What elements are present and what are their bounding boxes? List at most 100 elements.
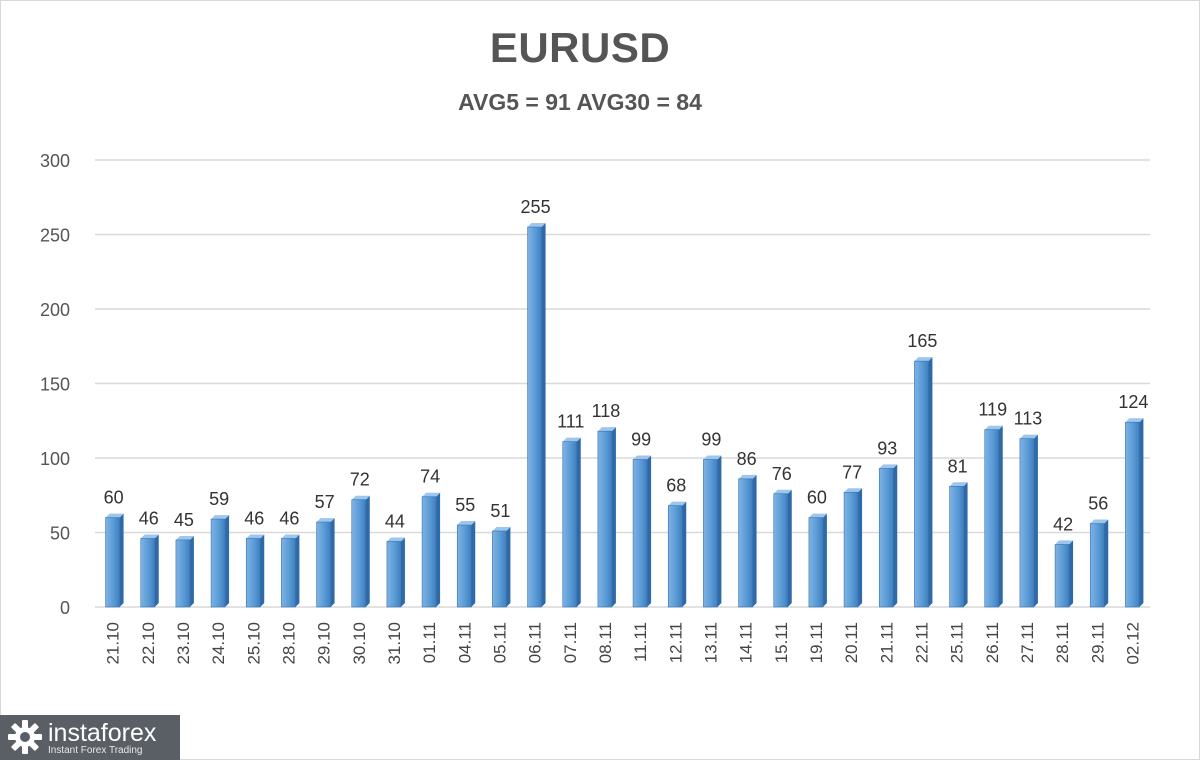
bar bbox=[281, 534, 300, 608]
bar-top bbox=[527, 223, 546, 228]
data-label: 118 bbox=[592, 401, 621, 421]
y-tick-label: 50 bbox=[50, 524, 70, 544]
bar-top bbox=[457, 521, 476, 526]
data-label: 60 bbox=[807, 488, 827, 508]
bar-front bbox=[984, 429, 1000, 608]
y-tick-label: 250 bbox=[40, 226, 70, 246]
data-label: 44 bbox=[385, 511, 405, 531]
bar-top bbox=[175, 535, 194, 540]
bar-side bbox=[1033, 434, 1038, 607]
x-tick-label: 02.12 bbox=[1123, 622, 1142, 665]
bar-front bbox=[386, 541, 402, 608]
bar-top bbox=[1019, 434, 1038, 439]
x-tick-label: 06.11 bbox=[526, 622, 545, 663]
bar bbox=[456, 521, 476, 608]
bar-top bbox=[211, 515, 230, 520]
data-label: 165 bbox=[907, 331, 937, 351]
bar-side bbox=[752, 474, 757, 607]
bar-side bbox=[225, 515, 230, 607]
bar bbox=[773, 489, 792, 608]
bar-front bbox=[843, 491, 859, 608]
bar-front bbox=[667, 505, 683, 608]
x-tick-label: 11.11 bbox=[631, 622, 650, 662]
x-tick-label: 15.11 bbox=[772, 622, 791, 663]
x-tick-label: 04.11 bbox=[455, 622, 474, 663]
bar-side bbox=[1139, 418, 1144, 607]
bar bbox=[984, 425, 1003, 608]
bar-front bbox=[175, 539, 191, 608]
logo-brand: instaforex bbox=[48, 719, 157, 747]
bar-front bbox=[1054, 544, 1070, 608]
bar-side bbox=[717, 455, 722, 607]
data-label: 45 bbox=[174, 510, 194, 530]
y-tick-label: 100 bbox=[40, 449, 70, 469]
bar bbox=[140, 534, 159, 608]
bar-top bbox=[1090, 519, 1109, 524]
bar bbox=[914, 357, 933, 608]
bar-top bbox=[281, 534, 300, 539]
bar bbox=[527, 223, 546, 608]
x-tick-label: 25.11 bbox=[948, 622, 967, 663]
chart-subtitle: AVG5 = 91 AVG30 = 84 bbox=[458, 89, 702, 115]
bar-side bbox=[541, 223, 546, 608]
bar bbox=[1125, 418, 1144, 608]
bar bbox=[492, 527, 511, 608]
bar-side bbox=[330, 518, 335, 607]
data-label: 72 bbox=[350, 470, 370, 490]
data-label: 60 bbox=[104, 488, 124, 508]
bar-top bbox=[738, 474, 757, 479]
y-tick-label: 150 bbox=[40, 375, 70, 395]
bar bbox=[105, 513, 124, 608]
data-label: 111 bbox=[557, 412, 584, 432]
bar bbox=[386, 537, 405, 608]
x-tick-label: 26.11 bbox=[983, 622, 1002, 663]
bar bbox=[597, 427, 616, 608]
bar bbox=[245, 534, 265, 608]
data-labels: 60 46 45 59 46 46 57 72 44 74 55 51 255 111 118 99 68 99 8… bbox=[104, 197, 1149, 534]
bar bbox=[878, 464, 898, 608]
data-label: 77 bbox=[842, 462, 862, 482]
bar-top bbox=[914, 357, 933, 362]
data-label: 255 bbox=[521, 197, 551, 217]
bar-side bbox=[1104, 519, 1109, 607]
bar-side bbox=[295, 534, 300, 607]
data-label: 46 bbox=[279, 508, 299, 528]
data-label: 93 bbox=[877, 438, 897, 458]
bar-front bbox=[914, 360, 929, 608]
bar bbox=[808, 513, 827, 608]
bar-side bbox=[611, 427, 616, 607]
bar-top bbox=[140, 534, 159, 539]
bar-side bbox=[189, 535, 194, 607]
x-tick-label: 24.10 bbox=[209, 622, 228, 665]
bar bbox=[949, 482, 968, 608]
bar-top bbox=[422, 492, 441, 497]
bar bbox=[632, 455, 652, 608]
bar-side bbox=[506, 527, 511, 607]
x-axis-ticks: 21.10 22.10 23.10 24.10 25.10 28.10 29.10 30.10… bbox=[104, 622, 1143, 665]
data-label: 59 bbox=[209, 489, 229, 509]
bar-top bbox=[984, 425, 1003, 430]
bar-side bbox=[400, 537, 405, 607]
bar-top bbox=[562, 437, 581, 442]
bars bbox=[105, 223, 1144, 608]
bar-front bbox=[808, 517, 824, 608]
bar-front bbox=[703, 459, 718, 608]
bar-top bbox=[668, 501, 687, 506]
bar-side bbox=[576, 437, 581, 607]
bar-front bbox=[738, 478, 753, 608]
bar-side bbox=[471, 521, 476, 607]
bar-top bbox=[597, 427, 616, 432]
bar-front bbox=[1125, 421, 1140, 608]
bar-top bbox=[633, 455, 652, 460]
bar-top bbox=[949, 482, 968, 487]
data-label: 51 bbox=[490, 501, 510, 521]
bar bbox=[175, 535, 194, 608]
bar bbox=[738, 474, 757, 608]
bar-side bbox=[682, 501, 687, 607]
bar-top bbox=[879, 464, 898, 469]
x-tick-label: 23.10 bbox=[174, 622, 193, 665]
bar-front bbox=[527, 226, 542, 608]
bar-side bbox=[1069, 540, 1074, 607]
x-tick-label: 21.10 bbox=[104, 622, 123, 665]
